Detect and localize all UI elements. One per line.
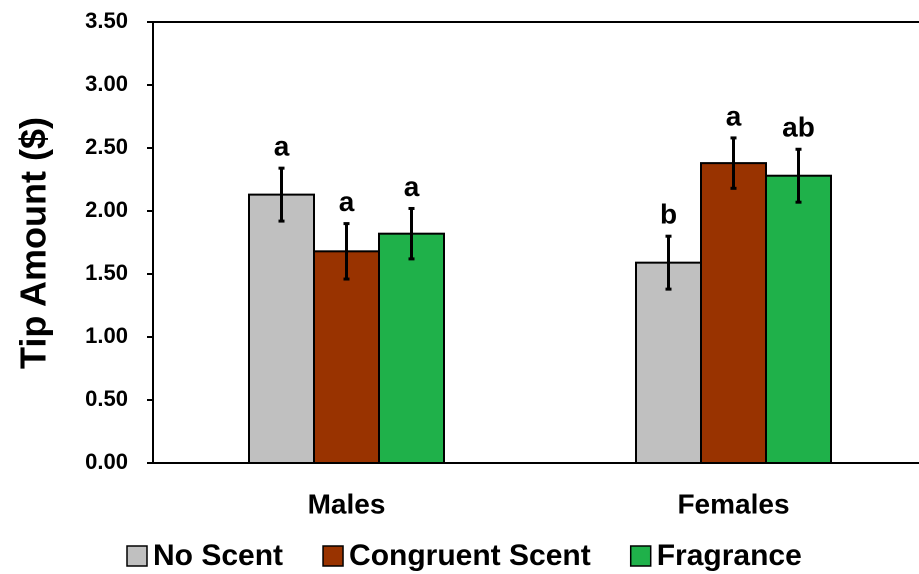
y-tick-label: 2.00 xyxy=(85,197,128,222)
bar xyxy=(248,193,315,464)
bar xyxy=(635,261,702,464)
significance-letter: a xyxy=(274,131,290,162)
bar xyxy=(313,250,380,464)
significance-letter: a xyxy=(404,171,420,202)
legend-swatch xyxy=(126,545,148,567)
significance-letter: b xyxy=(660,199,677,230)
y-tick-label: 3.50 xyxy=(85,8,128,33)
y-tick-label: 0.00 xyxy=(85,449,128,474)
legend-swatch xyxy=(322,545,344,567)
significance-letter: a xyxy=(339,186,355,217)
bar xyxy=(765,174,832,464)
bar xyxy=(700,162,767,464)
y-tick-label: 1.50 xyxy=(85,260,128,285)
legend-label: Fragrance xyxy=(657,539,802,572)
y-axis-title: Tip Amount ($) xyxy=(13,117,54,369)
y-tick-label: 1.00 xyxy=(85,323,128,348)
x-tick-label: Males xyxy=(308,488,386,519)
y-tick-label: 3.00 xyxy=(85,71,128,96)
bar xyxy=(378,232,445,464)
y-tick-label: 0.50 xyxy=(85,386,128,411)
legend-label: No Scent xyxy=(153,539,283,572)
legend-swatch xyxy=(629,545,652,567)
significance-letter: ab xyxy=(782,112,815,143)
legend-label: Congruent Scent xyxy=(349,539,591,572)
significance-letter: a xyxy=(726,100,742,131)
y-tick-label: 2.50 xyxy=(85,134,128,159)
x-tick-label: Females xyxy=(677,488,789,519)
plot-frame xyxy=(152,21,919,464)
